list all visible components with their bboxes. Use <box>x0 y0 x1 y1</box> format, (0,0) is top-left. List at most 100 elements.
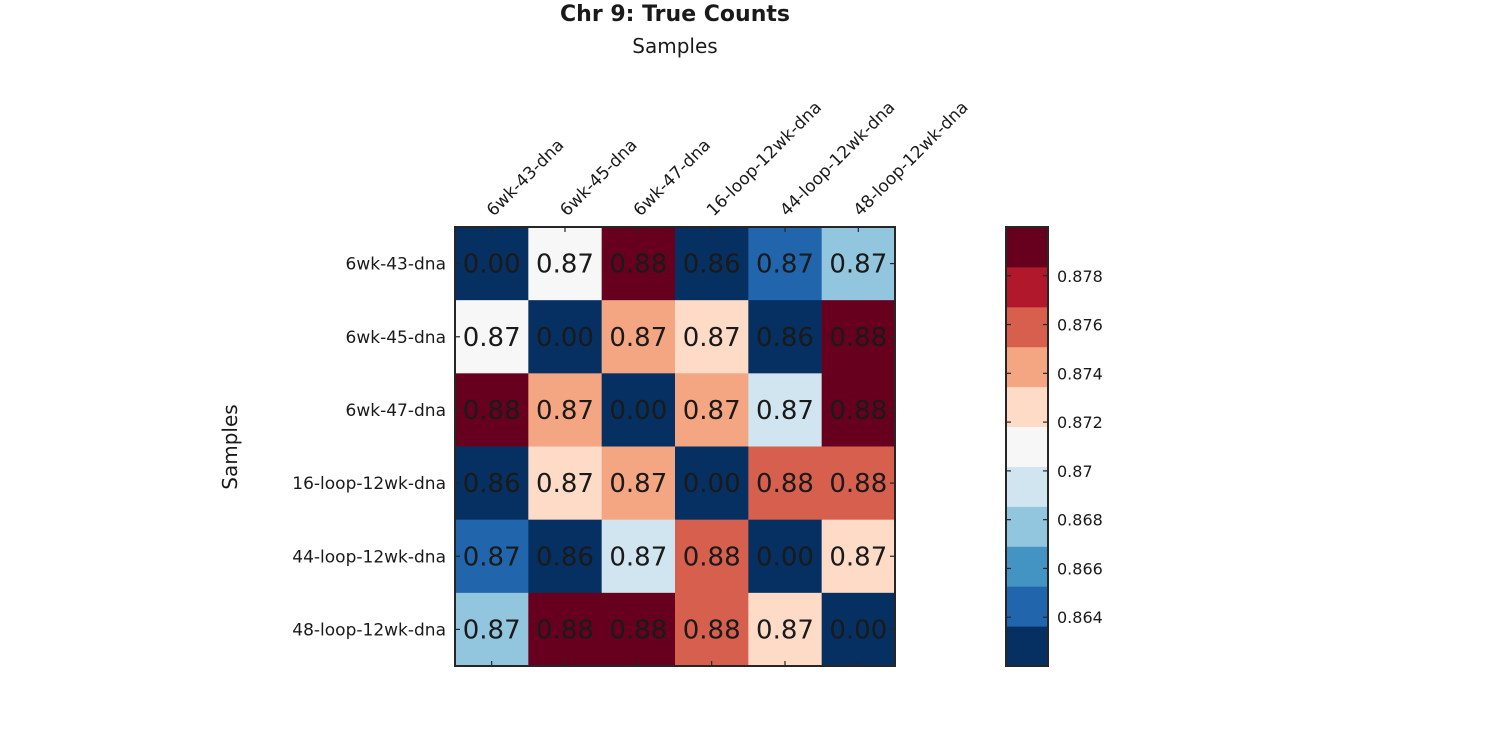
heatmap-cell-4-4 <box>748 519 823 594</box>
colorbar: 0.864 0.866 0.868 0.87 0.872 0.874 0.876 0.878 <box>1005 226 1103 667</box>
cell-value-label: 0.87 <box>463 542 521 572</box>
cell-value-label: 0.87 <box>463 615 521 645</box>
heatmap-cell-1-4 <box>748 300 823 374</box>
cell-value-label: 0.87 <box>609 323 667 353</box>
y-tick-label: 6wk-47-dna <box>346 401 446 421</box>
heatmap-cell-3-0 <box>455 446 529 521</box>
colorbar-segment <box>1006 227 1048 268</box>
cell-value-label: 0.88 <box>463 396 521 426</box>
heatmap-cell-0-3 <box>675 227 749 301</box>
colorbar-segment <box>1006 306 1048 348</box>
cell-value-label: 0.00 <box>756 542 814 572</box>
cell-value-label: 0.00 <box>463 250 521 280</box>
x-axis-label: Samples <box>632 34 717 58</box>
heatmap-cell-0-1 <box>528 227 603 301</box>
y-axis-label: Samples <box>218 404 242 489</box>
heatmap-cell-5-5 <box>821 592 896 667</box>
plot-frame <box>454 226 896 667</box>
cell-value-label: 0.88 <box>829 323 887 353</box>
cell-value-label: 0.87 <box>463 323 521 353</box>
x-tick-label: 6wk-43-dna <box>483 135 568 220</box>
colorbar-tick-label: 0.868 <box>1057 511 1103 530</box>
heatmap-cell-3-5 <box>821 446 896 521</box>
cell-value-label: 0.87 <box>829 542 887 572</box>
heatmap-cell-2-0 <box>455 373 529 447</box>
colorbar-tick-label: 0.878 <box>1057 267 1103 286</box>
cell-value-label: 0.88 <box>609 250 667 280</box>
colorbar-segment <box>1006 346 1048 388</box>
cell-value-label: 0.00 <box>536 323 594 353</box>
cell-value-label: 0.86 <box>463 469 521 499</box>
heatmap-cell-3-3 <box>675 446 749 521</box>
heatmap-cell-1-0 <box>455 300 529 374</box>
y-tick-label: 16-loop-12wk-dna <box>292 474 446 494</box>
heatmap-cell-4-5 <box>821 519 896 594</box>
heatmap-cell-1-1 <box>528 300 603 374</box>
colorbar-frame <box>1005 226 1049 667</box>
cell-value-label: 0.88 <box>829 469 887 499</box>
colorbar-segment <box>1006 426 1048 467</box>
heatmap-cell-4-3 <box>675 519 749 594</box>
colorbar-tick-label: 0.872 <box>1057 413 1103 432</box>
heatmap-cell-5-2 <box>601 592 676 667</box>
cell-value-label: 0.87 <box>756 250 814 280</box>
heatmap-cell-1-5 <box>821 300 896 374</box>
heatmap-cell-3-1 <box>528 446 603 521</box>
cell-value-label: 0.86 <box>683 250 741 280</box>
cell-value-label: 0.00 <box>829 615 887 645</box>
cell-value-label: 0.00 <box>683 469 741 499</box>
heatmap-cell-0-2 <box>601 227 676 301</box>
cell-value-label: 0.88 <box>683 615 741 645</box>
heatmap-cell-4-1 <box>528 519 603 594</box>
colorbar-segment <box>1006 266 1048 308</box>
colorbar-segment <box>1006 386 1048 428</box>
heatmap-cell-5-0 <box>455 592 529 667</box>
heatmap-cell-0-5 <box>821 227 896 301</box>
heatmap-cell-0-0 <box>455 227 529 301</box>
colorbar-tick-label: 0.87 <box>1057 462 1093 481</box>
cell-value-label: 0.88 <box>609 615 667 645</box>
heatmap-cell-3-4 <box>748 446 823 521</box>
heatmap-cell-1-2 <box>601 300 676 374</box>
y-tick-labels: 6wk-43-dna 6wk-45-dna 6wk-47-dna 16-loop-12… <box>292 255 446 641</box>
heatmap-cells <box>455 227 896 667</box>
cell-value-label: 0.88 <box>683 542 741 572</box>
x-tick-label: 6wk-45-dna <box>556 135 641 220</box>
heatmap-cell-5-4 <box>748 592 823 667</box>
cell-value-label: 0.87 <box>829 250 887 280</box>
y-tick-label: 48-loop-12wk-dna <box>292 620 446 640</box>
colorbar-segment <box>1006 586 1048 627</box>
cell-value-label: 0.87 <box>756 396 814 426</box>
heatmap-cell-0-4 <box>748 227 823 301</box>
cell-value-label: 0.87 <box>609 469 667 499</box>
heatmap-cell-2-1 <box>528 373 603 447</box>
cell-value-label: 0.86 <box>756 323 814 353</box>
colorbar-tick-label: 0.876 <box>1057 316 1103 335</box>
cell-value-label: 0.87 <box>683 323 741 353</box>
cell-value-label: 0.87 <box>536 250 594 280</box>
cell-value-label: 0.88 <box>829 396 887 426</box>
cell-value-label: 0.88 <box>756 469 814 499</box>
heatmap-cell-5-1 <box>528 592 603 667</box>
heatmap-cell-5-3 <box>675 592 749 667</box>
cell-value-label: 0.87 <box>536 396 594 426</box>
colorbar-segment <box>1006 626 1048 667</box>
heatmap-cell-3-2 <box>601 446 676 521</box>
y-tick-label: 6wk-43-dna <box>346 255 446 275</box>
cell-value-label: 0.86 <box>536 542 594 572</box>
cell-value-label: 0.87 <box>609 542 667 572</box>
colorbar-segment <box>1006 546 1048 587</box>
y-tick-label: 6wk-45-dna <box>346 328 446 348</box>
chart-title: Chr 9: True Counts <box>560 2 790 27</box>
colorbar-tick-label: 0.864 <box>1057 608 1103 627</box>
heatmap-cell-4-2 <box>601 519 676 594</box>
heatmap-cell-2-5 <box>821 373 896 447</box>
colorbar-tick-label: 0.874 <box>1057 364 1103 383</box>
heatmap-cell-2-4 <box>748 373 823 447</box>
heatmap-cell-labels: 0.00 0.87 0.88 0.86 0.87 0.87 0.87 0.00 0.87 0.87… <box>463 250 888 646</box>
cell-value-label: 0.87 <box>536 469 594 499</box>
heatmap-cell-1-3 <box>675 300 749 374</box>
cell-value-label: 0.00 <box>609 396 667 426</box>
